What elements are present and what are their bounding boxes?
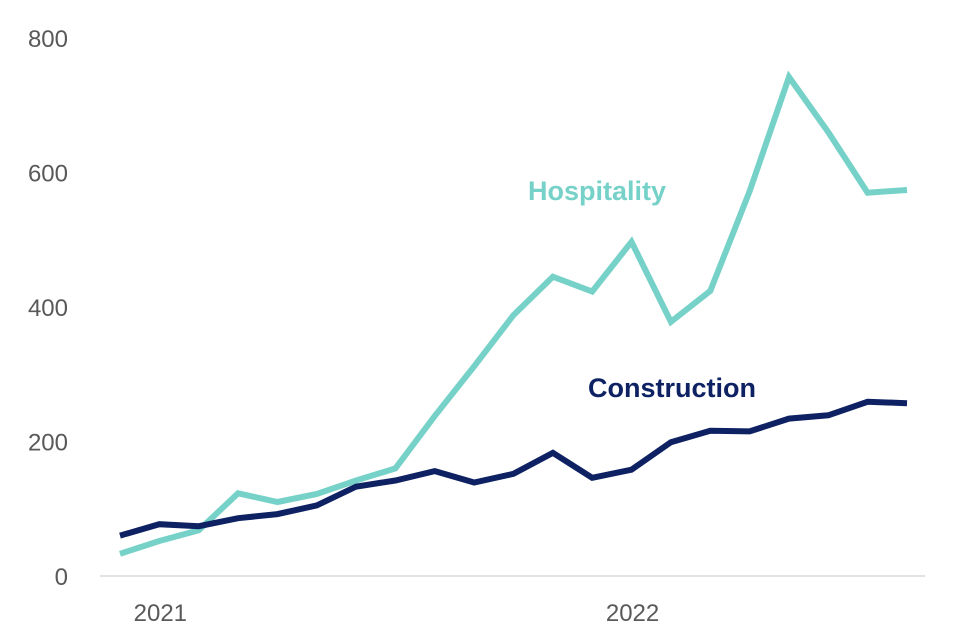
y-axis-ticks: 0 200 400 600 800 [28, 26, 68, 591]
x-axis-ticks: 2021 2022 [134, 600, 660, 627]
series-line-construction [119, 398, 908, 539]
series-label-construction: Construction [588, 373, 756, 403]
series-lines [119, 70, 908, 557]
y-tick-label: 800 [28, 26, 68, 53]
series-line-hospitality [119, 70, 908, 557]
series-label-hospitality: Hospitality [528, 176, 666, 206]
y-tick-label: 400 [28, 295, 68, 322]
x-tick-label: 2022 [606, 600, 659, 627]
y-tick-label: 600 [28, 161, 68, 188]
y-tick-label: 200 [28, 430, 68, 457]
y-tick-label: 0 [55, 564, 68, 591]
x-tick-label: 2021 [134, 600, 187, 627]
